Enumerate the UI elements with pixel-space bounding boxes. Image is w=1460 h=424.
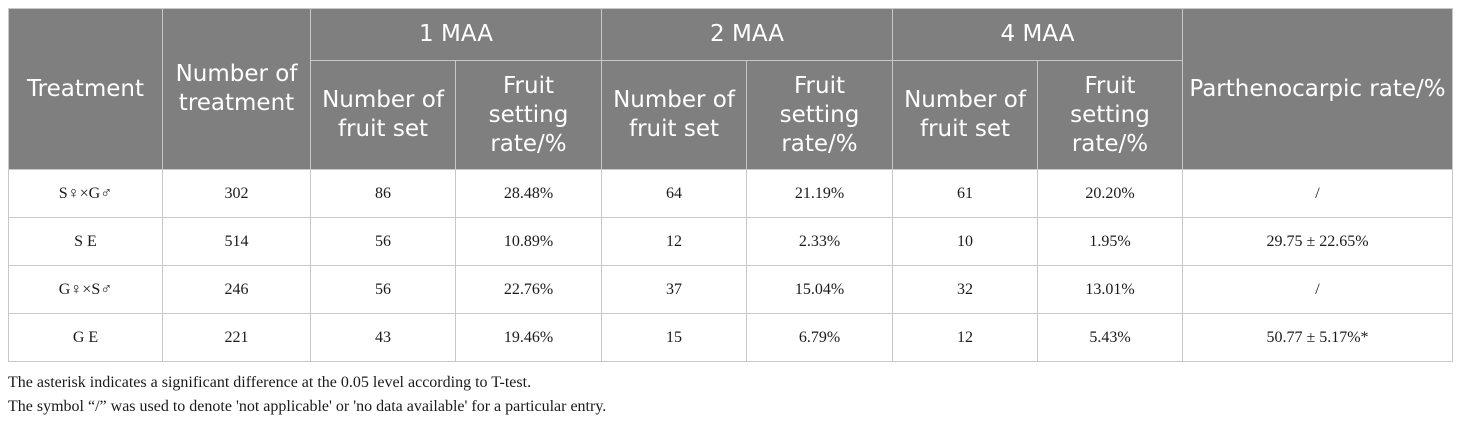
cell-treatment: G E bbox=[8, 313, 163, 362]
table-header: Treatment Number of treatment 1 MAA 2 MA… bbox=[8, 8, 1453, 170]
cell-parthenocarpic-rate: / bbox=[1182, 169, 1453, 218]
footnote-slash-symbol: The symbol “/” was used to denote 'not a… bbox=[8, 398, 607, 415]
header-4maa-rate: Fruit setting rate/% bbox=[1037, 60, 1183, 170]
header-parthenocarpic-rate: Parthenocarpic rate/% bbox=[1182, 8, 1453, 170]
header-1maa-number: Number of fruit set bbox=[310, 60, 456, 170]
cell-4maa-number: 12 bbox=[892, 313, 1038, 362]
table-row: G E 221 43 19.46% 15 6.79% 12 5.43% 50.7… bbox=[8, 313, 1453, 362]
table-row: G♀×S♂ 246 56 22.76% 37 15.04% 32 13.01% … bbox=[8, 265, 1453, 314]
cell-4maa-number: 32 bbox=[892, 265, 1038, 314]
cell-parthenocarpic-rate: 29.75 ± 22.65% bbox=[1182, 217, 1453, 266]
cell-2maa-rate: 2.33% bbox=[746, 217, 893, 266]
cell-number-of-treatment: 246 bbox=[162, 265, 311, 314]
cell-2maa-rate: 6.79% bbox=[746, 313, 893, 362]
footnote-asterisk: The asterisk indicates a significant dif… bbox=[8, 374, 532, 391]
cell-1maa-number: 43 bbox=[310, 313, 456, 362]
header-treatment: Treatment bbox=[8, 8, 163, 170]
header-2maa-number: Number of fruit set bbox=[601, 60, 747, 170]
cell-4maa-rate: 5.43% bbox=[1037, 313, 1183, 362]
cell-1maa-rate: 10.89% bbox=[455, 217, 602, 266]
cell-number-of-treatment: 221 bbox=[162, 313, 311, 362]
cell-1maa-rate: 19.46% bbox=[455, 313, 602, 362]
cell-4maa-number: 61 bbox=[892, 169, 1038, 218]
header-group-1maa: 1 MAA bbox=[310, 8, 602, 61]
header-4maa-number: Number of fruit set bbox=[892, 60, 1038, 170]
cell-4maa-rate: 13.01% bbox=[1037, 265, 1183, 314]
table-body: S♀×G♂ 302 86 28.48% 64 21.19% 61 20.20% … bbox=[8, 169, 1453, 362]
cell-1maa-number: 56 bbox=[310, 265, 456, 314]
cell-number-of-treatment: 302 bbox=[162, 169, 311, 218]
cell-1maa-rate: 22.76% bbox=[455, 265, 602, 314]
cell-2maa-number: 12 bbox=[601, 217, 747, 266]
cell-number-of-treatment: 514 bbox=[162, 217, 311, 266]
cell-2maa-rate: 15.04% bbox=[746, 265, 893, 314]
cell-parthenocarpic-rate: / bbox=[1182, 265, 1453, 314]
cell-2maa-number: 37 bbox=[601, 265, 747, 314]
header-group-2maa: 2 MAA bbox=[601, 8, 893, 61]
cell-1maa-rate: 28.48% bbox=[455, 169, 602, 218]
header-2maa-rate: Fruit setting rate/% bbox=[746, 60, 893, 170]
table-row: S♀×G♂ 302 86 28.48% 64 21.19% 61 20.20% … bbox=[8, 169, 1453, 218]
cell-4maa-rate: 20.20% bbox=[1037, 169, 1183, 218]
table-footnotes: The asterisk indicates a significant dif… bbox=[8, 371, 606, 419]
cell-2maa-rate: 21.19% bbox=[746, 169, 893, 218]
cell-treatment: S E bbox=[8, 217, 163, 266]
cell-treatment: G♀×S♂ bbox=[8, 265, 163, 314]
cell-4maa-number: 10 bbox=[892, 217, 1038, 266]
cell-1maa-number: 86 bbox=[310, 169, 456, 218]
header-1maa-rate: Fruit setting rate/% bbox=[455, 60, 602, 170]
header-row-top: Treatment Number of treatment 1 MAA 2 MA… bbox=[8, 8, 1453, 170]
cell-1maa-number: 56 bbox=[310, 217, 456, 266]
table-row: S E 514 56 10.89% 12 2.33% 10 1.95% 29.7… bbox=[8, 217, 1453, 266]
cell-2maa-number: 64 bbox=[601, 169, 747, 218]
cell-4maa-rate: 1.95% bbox=[1037, 217, 1183, 266]
header-row-sub: Number of fruit set Fruit setting rate/%… bbox=[9, 60, 1453, 170]
cell-treatment: S♀×G♂ bbox=[8, 169, 163, 218]
cell-parthenocarpic-rate: 50.77 ± 5.17%* bbox=[1182, 313, 1453, 362]
header-number-of-treatment: Number of treatment bbox=[162, 8, 311, 170]
data-table: Treatment Number of treatment 1 MAA 2 MA… bbox=[8, 8, 1453, 362]
cell-2maa-number: 15 bbox=[601, 313, 747, 362]
header-group-4maa: 4 MAA bbox=[892, 8, 1183, 61]
